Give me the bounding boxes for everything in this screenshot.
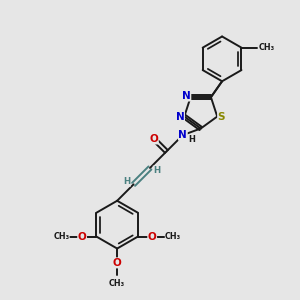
Text: CH₃: CH₃	[259, 43, 275, 52]
Text: N: N	[178, 130, 187, 140]
Text: CH₃: CH₃	[165, 232, 181, 241]
Text: H: H	[188, 135, 195, 144]
Text: CH₃: CH₃	[53, 232, 69, 241]
Text: H: H	[123, 178, 130, 187]
Text: O: O	[78, 232, 86, 242]
Text: O: O	[148, 232, 157, 242]
Text: O: O	[149, 134, 158, 144]
Text: H: H	[153, 166, 160, 175]
Text: N: N	[176, 112, 184, 122]
Text: O: O	[113, 258, 122, 268]
Text: N: N	[182, 91, 191, 101]
Text: S: S	[218, 112, 225, 122]
Text: CH₃: CH₃	[109, 279, 125, 288]
